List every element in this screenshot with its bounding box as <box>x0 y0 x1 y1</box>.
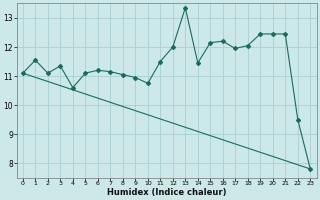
X-axis label: Humidex (Indice chaleur): Humidex (Indice chaleur) <box>107 188 226 197</box>
